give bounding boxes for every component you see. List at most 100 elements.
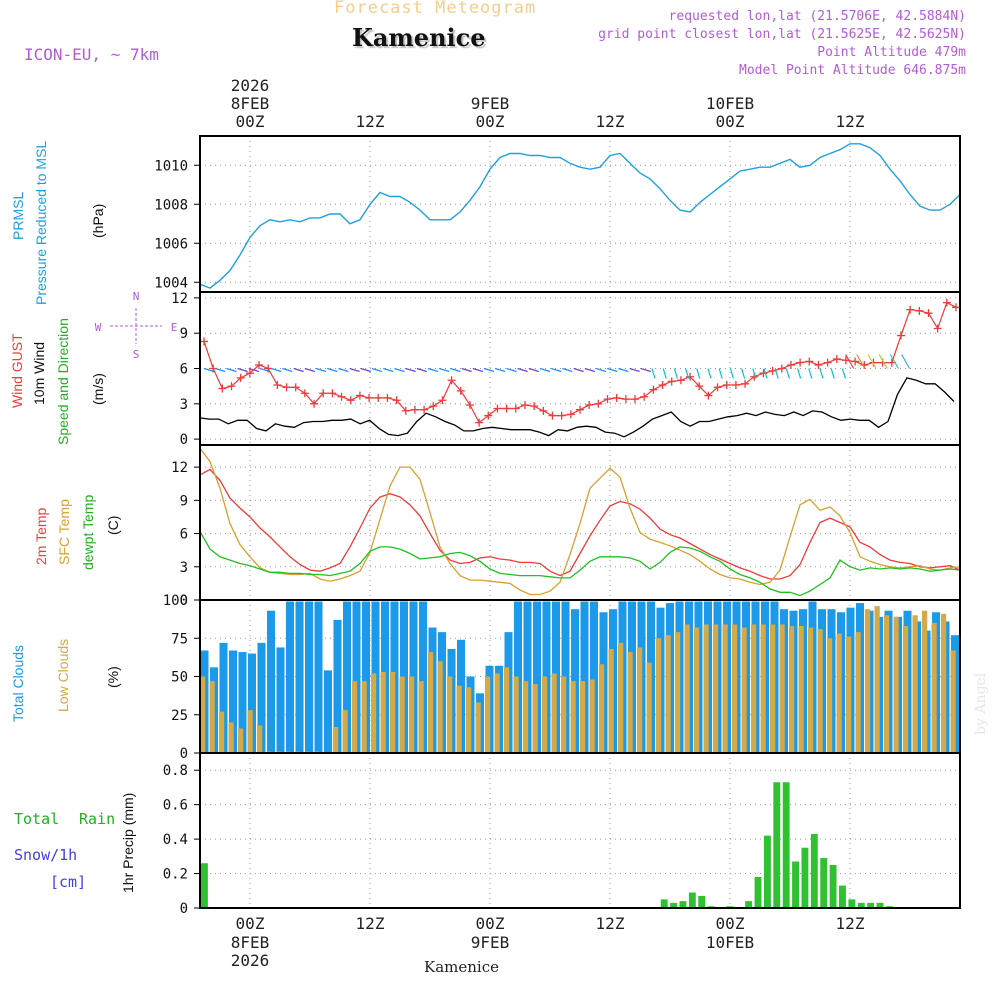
wind-direction-arrow xyxy=(830,368,835,379)
lowclouds-bar xyxy=(523,681,529,753)
wind10m-series-line xyxy=(199,377,955,438)
ytick-label: 0.4 xyxy=(163,832,188,848)
rain-bar xyxy=(763,835,771,908)
gust-point-marker xyxy=(658,380,667,389)
ytick-label: 0 xyxy=(180,593,188,609)
lowclouds-bar xyxy=(808,627,814,753)
rain-bar xyxy=(848,899,856,908)
lowclouds-bar xyxy=(342,710,348,753)
footer-location: Kamenice xyxy=(424,958,499,976)
wind-direction-arrow xyxy=(360,367,371,373)
ytick-label: 50 xyxy=(171,670,188,686)
gust-point-marker xyxy=(502,404,511,413)
lowclouds-bar xyxy=(580,681,586,753)
lowclouds-bar xyxy=(865,609,871,753)
lowclouds-bar xyxy=(893,616,899,753)
lowclouds-bar xyxy=(846,636,852,753)
gust-point-marker xyxy=(548,411,557,420)
lowclouds-bar xyxy=(732,624,738,753)
ytick-label: 0 xyxy=(180,746,188,762)
gust-point-marker xyxy=(942,298,951,307)
gust-point-marker xyxy=(741,379,750,388)
lowclouds-bar xyxy=(722,624,728,753)
wind-direction-arrow xyxy=(472,367,483,373)
rain-bar xyxy=(745,901,753,908)
time-label-bottom: 12Z xyxy=(836,914,865,933)
gust-point-marker xyxy=(493,404,502,413)
lowclouds-bar xyxy=(475,702,481,753)
lowclouds-bar xyxy=(200,676,206,753)
ytick-label: 6 xyxy=(180,527,188,543)
totalclouds-bar xyxy=(352,601,361,753)
gust-point-marker xyxy=(640,392,649,401)
time-label-bottom: 12Z xyxy=(356,914,385,933)
wind-direction-arrow xyxy=(595,367,607,373)
gust-point-marker xyxy=(722,380,731,389)
wind-direction-arrow xyxy=(785,368,790,379)
gust-point-marker xyxy=(704,391,713,400)
lowclouds-bar xyxy=(637,647,643,753)
rain-bar xyxy=(670,902,678,908)
lowclouds-bar xyxy=(380,671,386,753)
gust-point-marker xyxy=(401,406,410,415)
temp2m-series-line xyxy=(199,468,961,580)
gust-point-marker xyxy=(539,406,548,415)
gust-point-marker xyxy=(520,400,529,409)
lowclouds-bar xyxy=(903,626,909,753)
point-altitude: Point Altitude 479m xyxy=(817,45,966,60)
panel-frame xyxy=(199,752,961,909)
lowclouds-bar xyxy=(570,681,576,753)
totalclouds-bar xyxy=(238,652,247,753)
gust-point-marker xyxy=(484,411,493,420)
totalclouds-bar xyxy=(571,609,579,753)
gust-point-marker xyxy=(823,358,832,367)
gust-point-marker xyxy=(557,411,566,420)
totalclouds-bar xyxy=(590,601,598,753)
time-label-top: 12Z xyxy=(836,112,865,131)
ytick-label: 9 xyxy=(180,326,188,342)
totalclouds-bar xyxy=(523,601,532,753)
wind-direction-arrow xyxy=(640,367,651,373)
gust-point-marker xyxy=(245,369,254,378)
wind-direction-arrow xyxy=(315,367,327,373)
ytick-label: 1008 xyxy=(154,197,188,213)
lowclouds-bar xyxy=(447,676,453,753)
gust-point-marker xyxy=(896,331,905,340)
gust-point-marker xyxy=(832,355,841,364)
rain-bar xyxy=(801,847,809,908)
gust-point-marker xyxy=(759,369,768,378)
lowclouds-bar xyxy=(437,661,443,753)
sfctemp-series-line xyxy=(199,447,961,596)
wind-direction-arrow xyxy=(662,368,667,379)
rain-bar xyxy=(679,901,687,908)
total-label: Total xyxy=(14,810,60,828)
gust-point-marker xyxy=(869,358,878,367)
gust-point-marker xyxy=(649,385,658,394)
date-label-bottom: 8FEB xyxy=(231,933,270,952)
time-label-bottom: 00Z xyxy=(236,914,265,933)
lowclouds-bar xyxy=(770,624,776,753)
totalclouds-bar xyxy=(580,601,589,753)
wind-direction-arrow xyxy=(394,367,405,373)
lowclouds-bar xyxy=(684,624,690,753)
lowclouds-bar xyxy=(675,632,681,753)
gust-point-marker xyxy=(392,396,401,405)
gridpoint-coords: grid point closest lon,lat (21.5625E, 42… xyxy=(598,27,966,42)
model-name: ICON-EU, ~ 7km xyxy=(24,45,159,64)
ytick-label: 3 xyxy=(180,397,188,413)
lowclouds-bar xyxy=(257,725,263,753)
wind-direction-arrow xyxy=(506,367,517,373)
ytick-label: 75 xyxy=(171,631,188,647)
ytick-label: 100 xyxy=(163,593,188,609)
gust-point-marker xyxy=(438,396,447,405)
wind-direction-arrow xyxy=(741,368,746,379)
gust-point-marker xyxy=(475,418,484,427)
totalclouds-bar xyxy=(295,601,304,753)
gust-point-marker xyxy=(273,380,282,389)
lowclouds-bar xyxy=(789,626,795,753)
wind-direction-arrow xyxy=(551,367,562,373)
gust-point-marker xyxy=(465,400,474,409)
wind-direction-arrow xyxy=(819,368,824,379)
wind-direction-arrow xyxy=(673,368,678,379)
rain-bar xyxy=(829,864,837,908)
